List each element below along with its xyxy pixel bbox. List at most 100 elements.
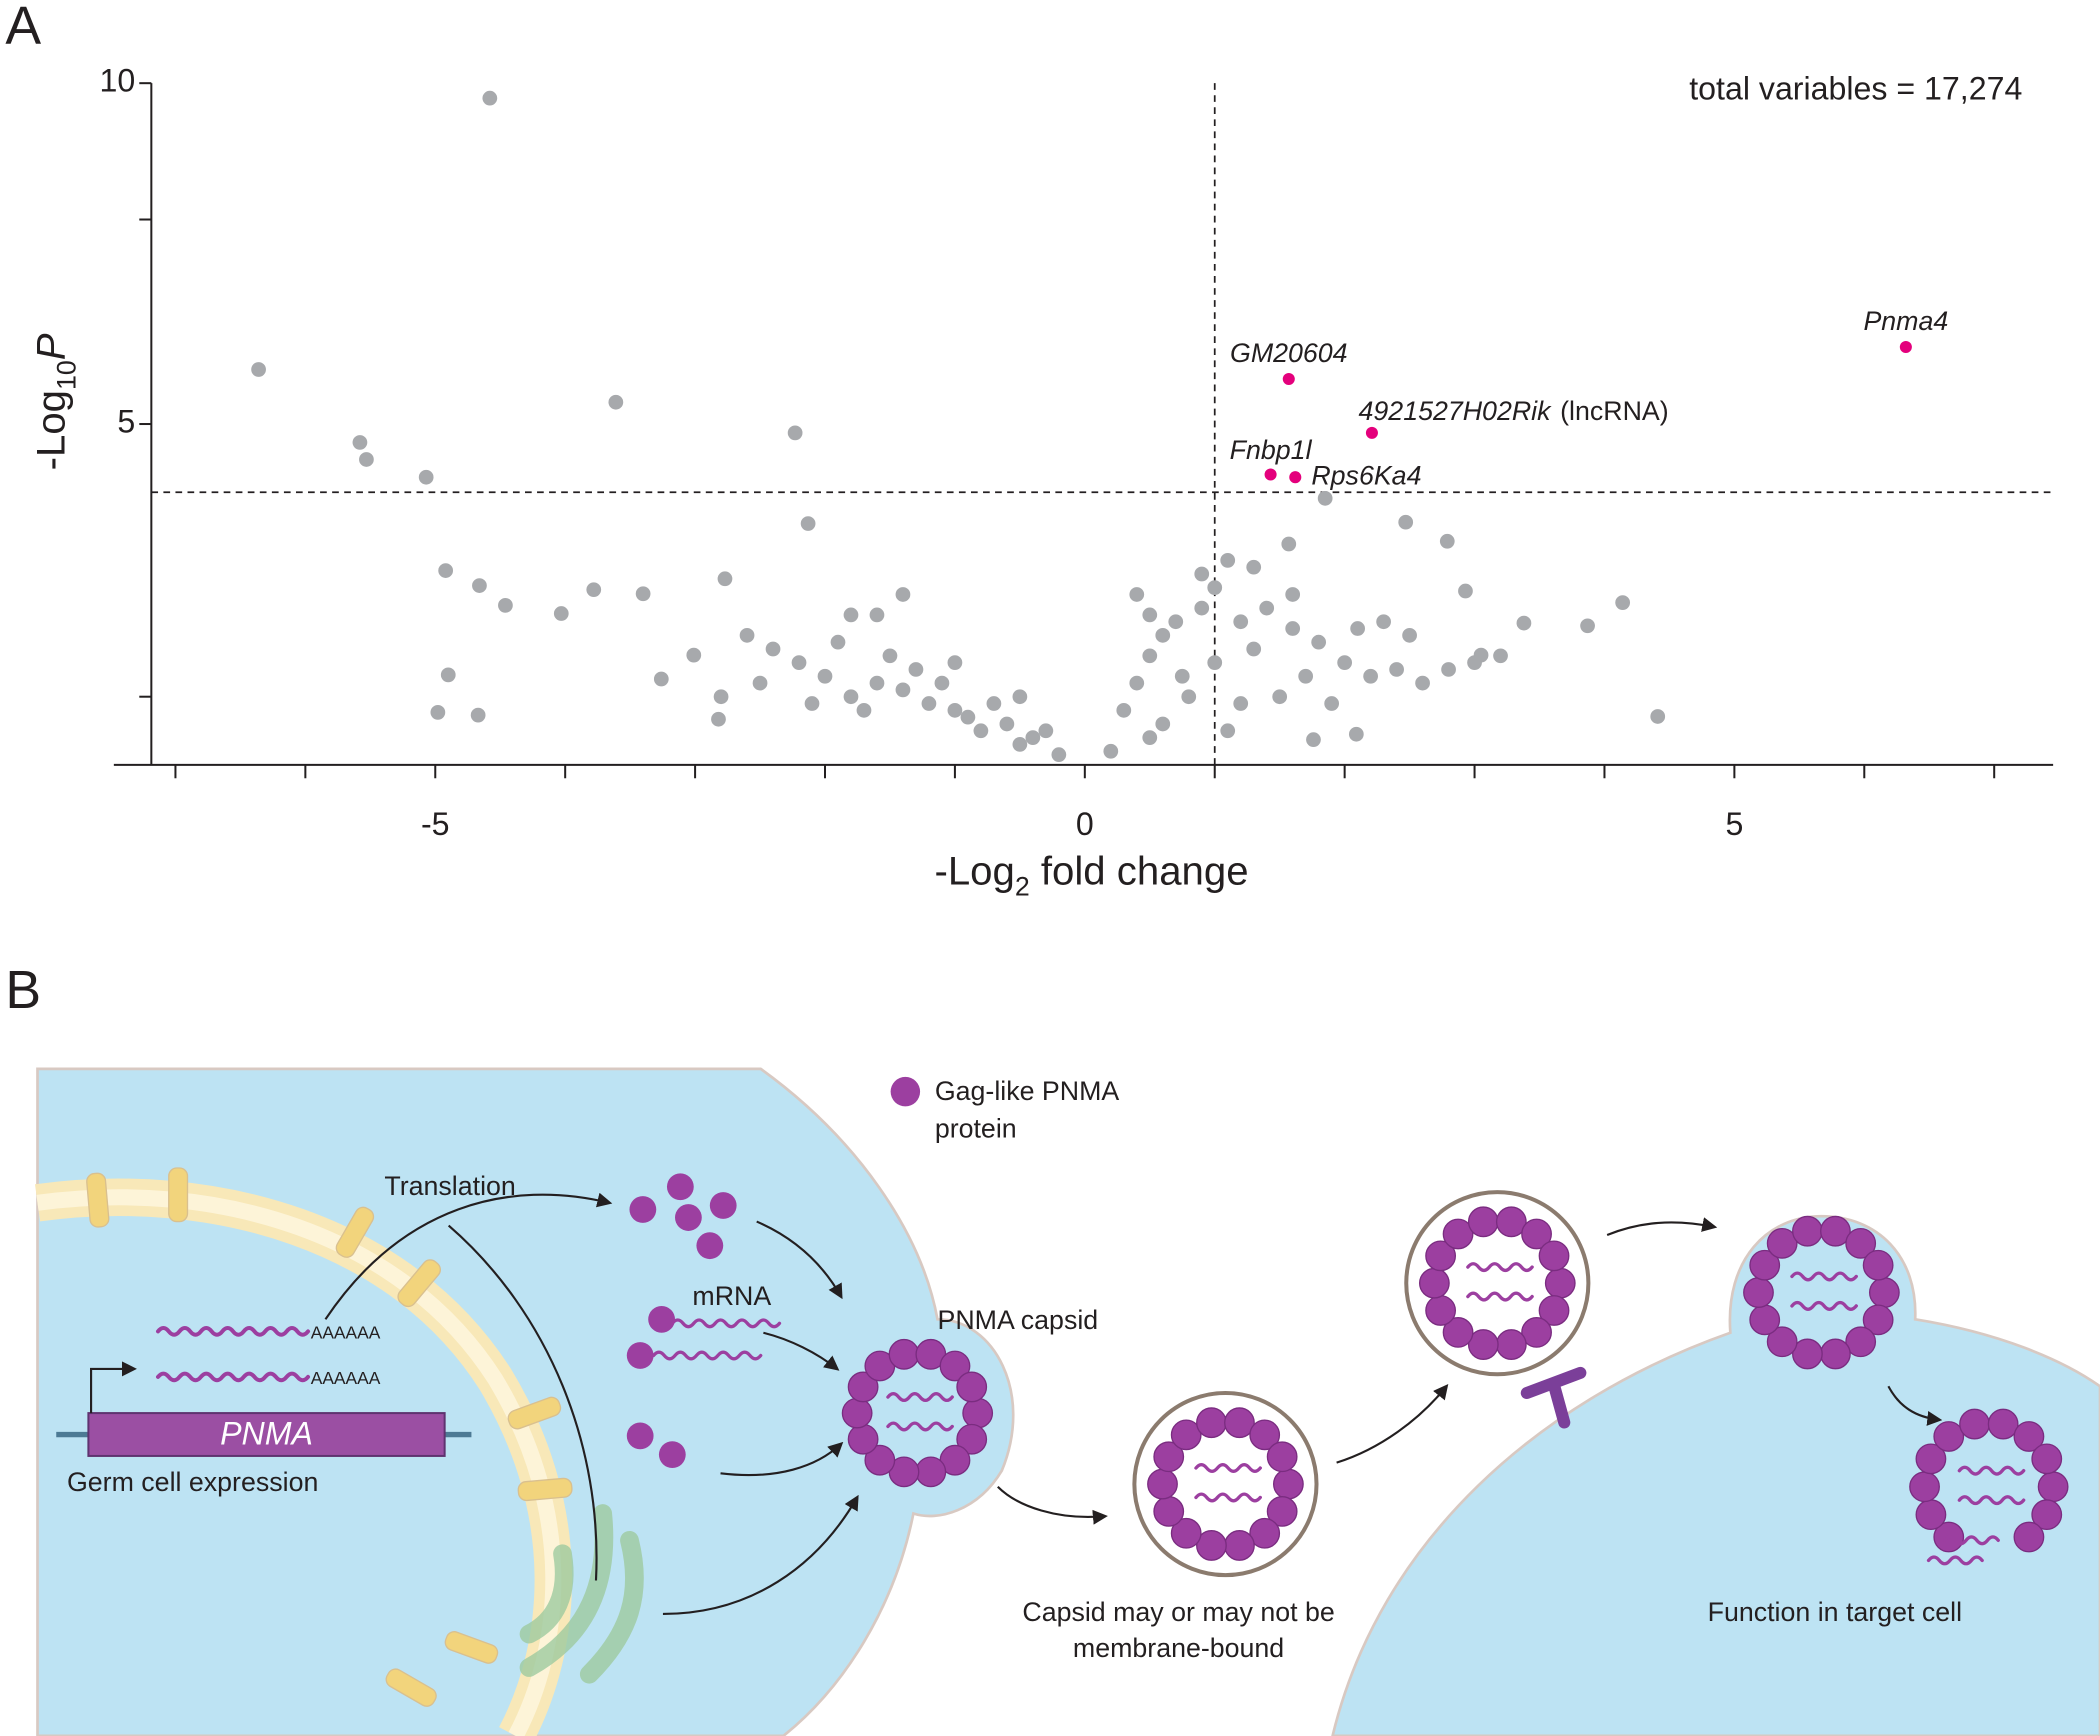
point xyxy=(1272,689,1288,705)
point xyxy=(1398,514,1414,530)
mrna xyxy=(651,1350,763,1361)
mrna xyxy=(1942,1535,2000,1546)
volcano-plot: A -5 0 5 5 10 Pnma4 GM20604 4921527H02Rik (lncRN… xyxy=(5,0,2054,901)
point xyxy=(418,469,434,485)
point xyxy=(895,587,911,602)
caption: Capsid may or may not be xyxy=(1022,1597,1334,1627)
protein xyxy=(629,1196,657,1223)
point xyxy=(430,705,446,720)
caption: Function in target cell xyxy=(1708,1597,1962,1627)
capsid-protein xyxy=(1820,1338,1851,1370)
capsid-protein xyxy=(1495,1206,1527,1238)
capsid-protein xyxy=(939,1350,971,1382)
poly-a: AAAAAA xyxy=(311,1368,381,1388)
point-label: 4921527H02Rik xyxy=(1359,396,1553,426)
point xyxy=(553,606,569,621)
mrna xyxy=(886,1421,954,1432)
y-axis-label-part: P xyxy=(28,333,73,360)
point xyxy=(1246,641,1262,657)
arrow xyxy=(1606,1217,1718,1236)
point xyxy=(765,641,781,657)
capsid-protein xyxy=(888,1338,920,1370)
point xyxy=(1264,468,1277,481)
point xyxy=(1103,743,1119,759)
annotation: (lncRNA) xyxy=(1560,396,1669,426)
point xyxy=(1285,587,1301,602)
point xyxy=(352,435,368,450)
capsid-protein xyxy=(2031,1443,2063,1475)
point xyxy=(1012,737,1028,752)
point xyxy=(791,655,807,670)
arrow xyxy=(720,1441,844,1477)
point xyxy=(869,675,885,691)
point xyxy=(1324,696,1340,711)
pnma-diagram: B xyxy=(5,961,2100,1736)
point xyxy=(498,597,513,613)
point xyxy=(1025,730,1041,745)
label: Translation xyxy=(384,1171,515,1201)
capsid-protein xyxy=(847,1371,879,1403)
mrna xyxy=(1926,1555,1984,1566)
point-label: Rps6Ka4 xyxy=(1311,460,1421,490)
capsid-protein xyxy=(1418,1267,1450,1299)
capsid-protein xyxy=(1196,1530,1227,1561)
point xyxy=(1168,614,1184,630)
capsid-protein xyxy=(1266,1495,1298,1527)
mrna xyxy=(156,1326,311,1337)
point xyxy=(1142,648,1158,664)
arrow xyxy=(1336,1383,1449,1464)
panel-letter: B xyxy=(5,961,41,1020)
point xyxy=(1402,627,1417,643)
point xyxy=(1899,340,1912,354)
capsid-protein xyxy=(962,1397,994,1429)
capsid-protein xyxy=(2013,1521,2045,1553)
point xyxy=(1207,655,1223,670)
endoplasmic-reticulum xyxy=(519,1504,644,1684)
capsid-protein xyxy=(1766,1227,1798,1259)
protein xyxy=(666,1173,694,1201)
legend-label: Gag-like PNMA xyxy=(935,1076,1120,1106)
capsid-protein xyxy=(1749,1249,1781,1281)
mrna xyxy=(886,1392,954,1403)
poly-a: AAAAAA xyxy=(311,1323,381,1343)
x-axis-label: -Log2 fold change xyxy=(934,848,1248,901)
point xyxy=(921,696,937,711)
mrna xyxy=(1790,1271,1858,1282)
x-axis-label-part: -Log xyxy=(934,848,1014,893)
capsid-protein xyxy=(1862,1249,1894,1281)
point xyxy=(986,696,1002,711)
point xyxy=(960,709,976,725)
point xyxy=(635,586,651,602)
capsid-protein xyxy=(1224,1530,1255,1561)
point xyxy=(1194,600,1210,616)
capsid-protein xyxy=(1909,1471,1940,1503)
point xyxy=(947,702,963,718)
point xyxy=(608,394,624,410)
point xyxy=(817,668,833,684)
point xyxy=(1415,675,1430,691)
capsid-protein xyxy=(1196,1407,1227,1439)
capsid-protein xyxy=(1442,1316,1474,1348)
point xyxy=(470,707,486,723)
point xyxy=(1116,702,1132,718)
arrow xyxy=(997,1485,1108,1525)
point xyxy=(1038,723,1054,739)
label: mRNA xyxy=(692,1281,771,1311)
point xyxy=(830,634,846,650)
target-cell xyxy=(1331,1214,2100,1736)
capsid-protein xyxy=(1915,1443,1947,1475)
protein xyxy=(626,1422,654,1450)
gene-box xyxy=(87,1412,446,1457)
protein xyxy=(696,1232,724,1260)
point xyxy=(1282,373,1295,386)
nuclear-pores xyxy=(86,1167,573,1707)
point xyxy=(739,627,755,643)
panel-letter: A xyxy=(5,0,41,56)
legend-label: protein xyxy=(935,1114,1017,1144)
point xyxy=(804,696,820,711)
caption: membrane-bound xyxy=(1073,1633,1284,1663)
capsid-protein xyxy=(1862,1304,1894,1336)
label: Germ cell expression xyxy=(67,1467,318,1497)
mrna xyxy=(1957,1465,2026,1476)
capsid-protein xyxy=(1521,1316,1552,1348)
